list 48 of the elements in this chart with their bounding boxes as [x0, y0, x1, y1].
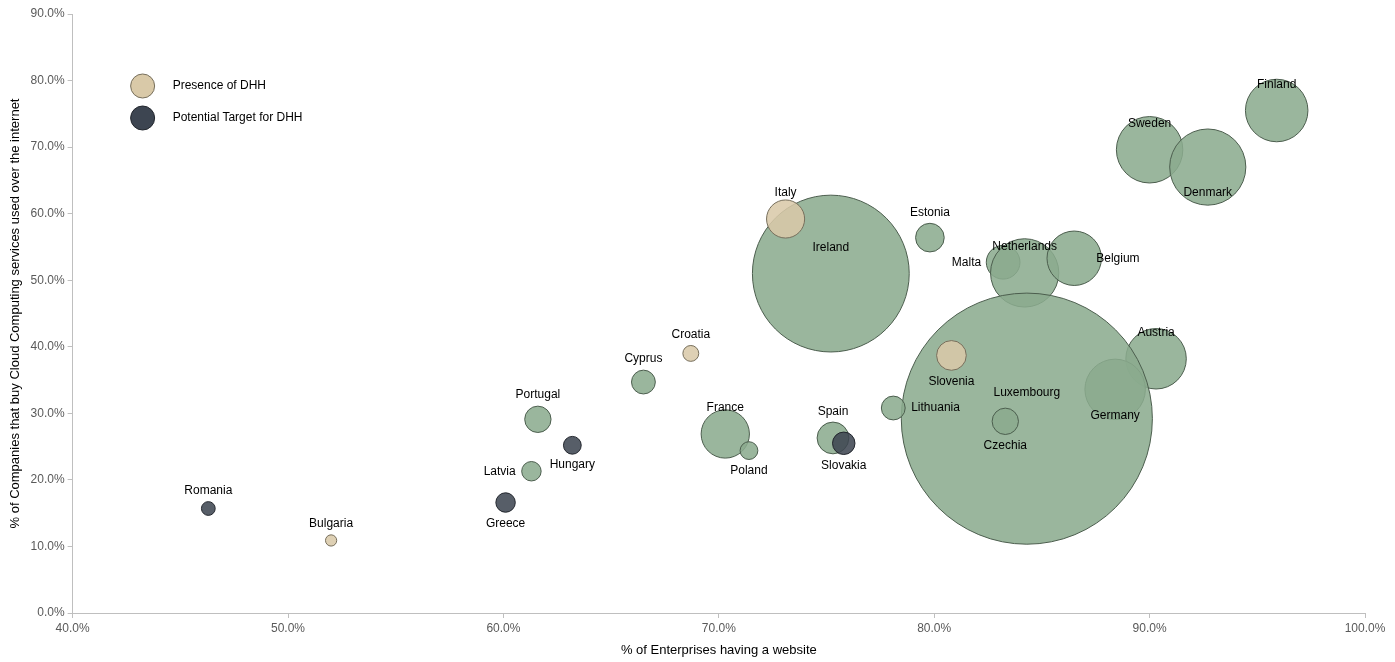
annotation: Czechia [983, 437, 1028, 452]
annotation: Germany [1090, 407, 1140, 422]
x-tick-label: 40.0% [55, 620, 90, 635]
annotation: Sweden [1127, 116, 1172, 131]
y-tick-label: 70.0% [30, 139, 65, 154]
y-tick-label: 0.0% [37, 605, 65, 620]
legend-label: Potential Target for DHH [172, 110, 303, 125]
annotation: Poland [730, 462, 768, 477]
annotation: Luxembourg [993, 384, 1061, 399]
annotation: Slovakia [821, 457, 867, 472]
x-tick-label: 90.0% [1132, 620, 1167, 635]
x-tick-label: 70.0% [701, 620, 737, 635]
annotation: Romania [184, 482, 233, 497]
annotation: Portugal [515, 387, 561, 402]
annotation: Ireland [812, 239, 850, 254]
y-tick-label: 80.0% [30, 72, 65, 87]
annotation: Austria [1137, 325, 1176, 340]
y-tick-label: 20.0% [30, 472, 65, 487]
y-tick-label: 10.0% [30, 538, 65, 553]
annotation: Bulgaria [309, 516, 354, 531]
y-tick-label: 30.0% [30, 405, 65, 420]
annotation: Slovenia [928, 373, 975, 388]
x-tick-label: 80.0% [917, 620, 952, 635]
legend-label: Presence of DHH [172, 78, 266, 93]
y-axis-title: % of Companies that buy Cloud Computing services used over the internet [7, 98, 23, 529]
annotation: Latvia [483, 463, 517, 478]
annotation: Malta [951, 254, 982, 269]
annotation: Estonia [909, 204, 951, 219]
annotation: Belgium [1096, 250, 1140, 265]
x-tick-label: 100.0% [1344, 620, 1386, 635]
annotation: Greece [485, 515, 526, 530]
annotation: Denmark [1183, 185, 1234, 200]
y-tick-label: 50.0% [30, 272, 65, 287]
annotation: Netherlands [992, 239, 1058, 254]
y-tick-label: 90.0% [30, 6, 65, 21]
x-axis-title: % of Enterprises having a website [620, 641, 817, 657]
annotation: France [706, 400, 745, 415]
annotation: Lithuania [911, 400, 961, 415]
annotation: Italy [774, 185, 797, 200]
y-tick-label: 60.0% [30, 205, 65, 220]
x-tick-label: 60.0% [486, 620, 521, 635]
annotation: Spain [817, 404, 849, 419]
annotation: Hungary [549, 457, 596, 472]
annotation: Cyprus [624, 351, 663, 366]
x-tick-label: 50.0% [271, 620, 306, 635]
annotation: Croatia [671, 326, 711, 341]
annotation: Finland [1257, 76, 1297, 91]
y-tick-label: 40.0% [30, 339, 65, 354]
